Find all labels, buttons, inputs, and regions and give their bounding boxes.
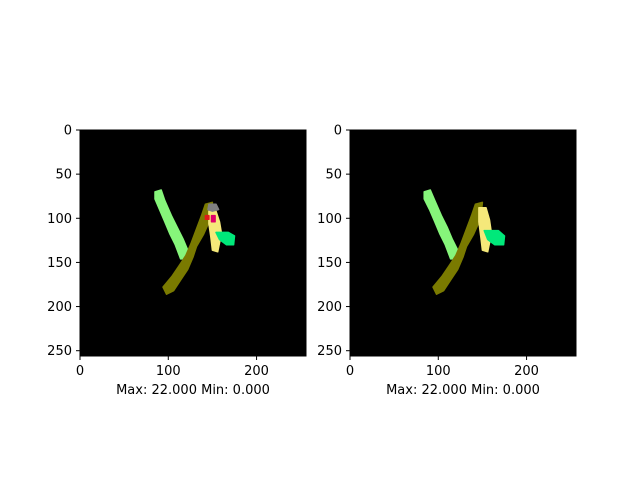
right-y-tick-label: 150 bbox=[317, 256, 342, 271]
right-y-tick-label: 50 bbox=[325, 168, 342, 183]
left-y-tick-label: 250 bbox=[47, 344, 72, 359]
left-segments bbox=[154, 189, 236, 295]
left-segment-olive bbox=[162, 201, 214, 295]
left-y-tick-label: 150 bbox=[47, 256, 72, 271]
left-y-tick-label: 50 bbox=[55, 168, 72, 183]
right-x-ticks: 0 100 200 bbox=[346, 356, 539, 379]
right-segment-olive bbox=[432, 201, 484, 295]
right-axes-frame bbox=[349, 129, 577, 357]
left-x-ticks: 0 100 200 bbox=[76, 356, 269, 379]
left-segment-red bbox=[204, 214, 210, 220]
right-segment-spring-green bbox=[483, 229, 506, 246]
left-image-panel: 0 100 200 0 50 100 150 200 250 Max: 22.000 Min:… bbox=[47, 124, 307, 398]
left-y-tick-label: 100 bbox=[47, 212, 72, 227]
right-y-tick-label: 100 bbox=[317, 212, 342, 227]
left-x-axis-caption: Max: 22.000 Min: 0.000 bbox=[116, 383, 270, 398]
right-y-tick-label: 200 bbox=[317, 300, 342, 315]
left-y-tick-label: 200 bbox=[47, 300, 72, 315]
right-y-tick-label: 0 bbox=[334, 124, 342, 139]
left-x-tick-label: 0 bbox=[76, 364, 84, 379]
right-x-tick-label: 100 bbox=[426, 364, 451, 379]
right-y-tick-label: 250 bbox=[317, 344, 342, 359]
left-x-tick-label: 100 bbox=[156, 364, 181, 379]
left-segment-magenta bbox=[210, 214, 216, 223]
right-x-tick-label: 0 bbox=[346, 364, 354, 379]
left-y-ticks: 0 50 100 150 200 250 bbox=[47, 124, 80, 359]
right-segments bbox=[423, 189, 506, 295]
right-y-ticks: 0 50 100 150 200 250 bbox=[317, 124, 350, 359]
left-segment-spring-green bbox=[215, 231, 236, 246]
right-image-panel: 0 100 200 0 50 100 150 200 250 Max: 22.000 Min:… bbox=[317, 124, 577, 398]
left-axes-frame bbox=[79, 129, 307, 357]
right-x-axis-caption: Max: 22.000 Min: 0.000 bbox=[386, 383, 540, 398]
right-x-tick-label: 200 bbox=[514, 364, 539, 379]
left-y-tick-label: 0 bbox=[64, 124, 72, 139]
left-x-tick-label: 200 bbox=[244, 364, 269, 379]
left-segment-grey bbox=[207, 203, 220, 212]
